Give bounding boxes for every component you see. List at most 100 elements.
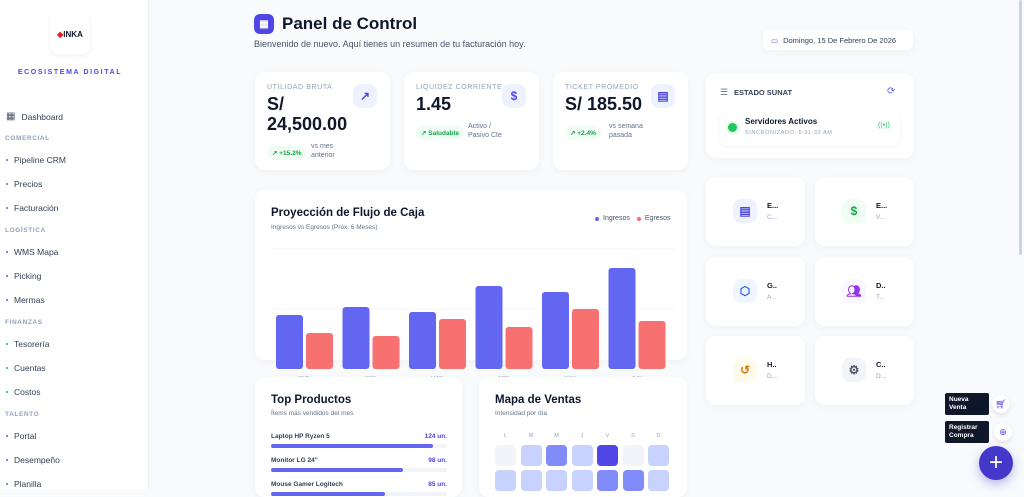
bar-ingresos-ene[interactable] <box>276 315 303 369</box>
tile-subtitle: V... <box>876 214 886 221</box>
logo-text: INKA <box>63 29 83 39</box>
legend-ingresos: Ingresos <box>603 215 630 222</box>
heatmap-cell[interactable] <box>648 445 669 466</box>
heatmap-cell[interactable] <box>622 470 644 491</box>
chart-title: Proyección de Flujo de Caja <box>271 207 425 219</box>
product-name: Mouse Gamer Logitech <box>271 481 343 488</box>
quick-access-tile[interactable]: ⬡ G.. A... <box>706 257 805 326</box>
sidebar-item[interactable]: Cuentas <box>6 363 46 373</box>
heatmap-cell[interactable] <box>495 470 516 491</box>
sunat-status-card: ☰ ESTADO SUNAT ⟳ Servidores Activos SINC… <box>706 73 914 158</box>
logo[interactable]: ◆ INKA <box>50 14 90 54</box>
heatmap-cell[interactable] <box>597 445 618 466</box>
bar-ingresos-feb[interactable] <box>342 307 370 369</box>
bar-egresos-may[interactable] <box>572 309 599 369</box>
heatmap-cell[interactable] <box>546 445 567 466</box>
heatmap-cell[interactable] <box>597 470 618 491</box>
tile-subtitle: T... <box>876 294 885 301</box>
sidebar-item-label: Planilla <box>14 479 42 489</box>
sidebar-item-dashboard[interactable]: ▦ Dashboard <box>6 111 63 122</box>
new-sale-label[interactable]: Nueva Venta <box>945 393 989 415</box>
product-bar-track <box>271 492 447 496</box>
kpi-value: S/ 24,500.00 <box>267 94 348 134</box>
heatmap-cell[interactable] <box>571 445 593 466</box>
tile-text: D.. T... <box>876 281 886 301</box>
heatmap-cell[interactable] <box>546 470 567 491</box>
kpi-card: UTILIDAD BRUTA S/ 24,500.00 ↗ ↗ +15.2% v… <box>255 72 390 170</box>
register-purchase-label[interactable]: Registrar Compra <box>945 421 989 443</box>
product-qty: 98 un. <box>428 457 447 464</box>
heatmap-cell[interactable] <box>622 445 644 466</box>
heatmap-cell[interactable] <box>648 470 669 491</box>
heatmap-cell[interactable] <box>520 445 542 466</box>
heatmap-cell[interactable] <box>495 445 516 466</box>
bar-ingresos-mar[interactable] <box>409 312 436 369</box>
product-bar-track <box>271 444 447 448</box>
kpi-label: LIQUIDEZ CORRIENTE <box>416 84 503 91</box>
day-label: L <box>503 433 508 439</box>
sidebar-item[interactable]: Planilla <box>6 479 41 489</box>
quick-access-tile[interactable]: $ E... V... <box>815 177 914 246</box>
sidebar-item[interactable]: Tesorería <box>6 339 49 349</box>
sidebar-item-label: Picking <box>14 271 42 281</box>
heatmap-cell[interactable] <box>520 470 542 491</box>
tile-title: E... <box>876 201 888 210</box>
status-dot <box>728 123 737 132</box>
kpi-badge: ↗ +15.2% <box>267 146 307 160</box>
heatmap-cell[interactable] <box>571 470 593 491</box>
bullet-icon <box>6 483 8 485</box>
tile-text: E... C... <box>767 201 778 221</box>
product-qty: 85 un. <box>428 481 447 488</box>
quick-access-tile[interactable]: ▤ E... C... <box>706 177 805 246</box>
sidebar-item-label: WMS Mapa <box>14 247 59 257</box>
product-bar-fill <box>271 492 386 496</box>
kpi-caption: vs semana pasada <box>609 123 643 139</box>
bar-ingresos-abr[interactable] <box>475 286 503 369</box>
kpi-label: TICKET PROMEDIO <box>565 84 639 91</box>
bar-ingresos-may[interactable] <box>542 292 569 369</box>
sidebar-item[interactable]: Pipeline CRM <box>6 155 66 165</box>
kpi-caption: Activo / Pasivo Cte <box>468 123 502 139</box>
tile-title: G.. <box>767 281 778 290</box>
bar-egresos-mar[interactable] <box>439 319 466 369</box>
sidebar-item[interactable]: Portal <box>6 431 36 441</box>
tile-subtitle: A... <box>767 294 777 301</box>
bar-egresos-abr[interactable] <box>505 327 533 369</box>
sidebar-item[interactable]: Costos <box>6 387 40 397</box>
sidebar-item[interactable]: Precios <box>6 179 42 189</box>
quick-access-tile[interactable]: ↺ H.. D... <box>706 336 805 405</box>
sidebar-item-label: Portal <box>14 431 37 441</box>
kpi-card: LIQUIDEZ CORRIENTE 1.45 $ ↗ Saludable Ac… <box>404 72 539 170</box>
sidebar-item-label: Tesorería <box>14 339 50 349</box>
fab-add-button[interactable]: + <box>979 446 1013 480</box>
scrollbar[interactable] <box>1019 0 1022 255</box>
cart-icon[interactable]: 🛒︎ <box>992 395 1010 413</box>
refresh-icon[interactable]: ⟳ <box>887 86 896 97</box>
sidebar-item[interactable]: Facturación <box>6 203 58 213</box>
bar-egresos-jun[interactable] <box>638 321 666 369</box>
sidebar-item[interactable]: Desempeño <box>6 455 60 465</box>
bullet-icon <box>6 275 8 277</box>
sidebar-item[interactable]: Mermas <box>6 295 45 305</box>
sidebar-item[interactable]: Picking <box>6 271 41 281</box>
quick-access-tile[interactable]: ⚙ C.. D... <box>815 336 914 405</box>
plus-circle-icon[interactable]: ⊕ <box>994 423 1012 441</box>
kpi-value: S/ 185.50 <box>565 94 643 114</box>
bar-egresos-feb[interactable] <box>372 336 400 369</box>
page-subtitle: Bienvenido de nuevo. Aquí tienes un resu… <box>254 39 526 49</box>
trending-up-icon: ↗ <box>353 84 377 108</box>
top-products-card: Top Productos Ítems más vendidos del mes… <box>255 377 462 497</box>
day-label: M <box>554 433 559 439</box>
bar-egresos-ene[interactable] <box>306 333 333 369</box>
sidebar-section-title: COMERCIAL <box>5 135 50 142</box>
quick-access-tile[interactable]: 👥︎ D.. T... <box>815 257 914 326</box>
sidebar-item-label: Desempeño <box>14 455 60 465</box>
product-qty: 124 un. <box>424 433 447 440</box>
date-display[interactable]: ▭ Domingo, 15 De Febrero De 2026 <box>763 30 913 50</box>
sidebar-item[interactable]: WMS Mapa <box>6 247 58 257</box>
product-row: Mouse Gamer Logitech 85 un. <box>271 481 447 488</box>
top-products-subtitle: Ítems más vendidos del mes <box>271 410 354 417</box>
bar-ingresos-jun[interactable] <box>608 268 636 369</box>
heatmap-title: Mapa de Ventas <box>495 394 582 406</box>
sidebar-item-label: Cuentas <box>14 363 46 373</box>
